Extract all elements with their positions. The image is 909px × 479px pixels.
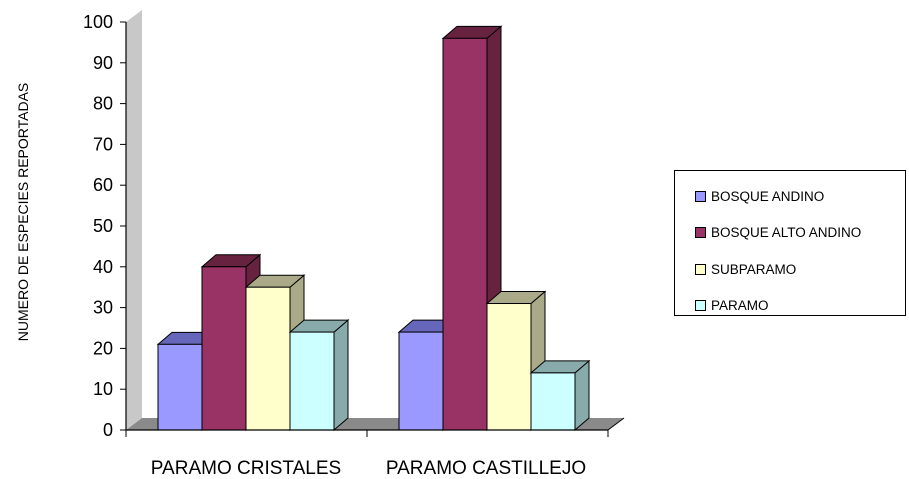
axes-group: 0 10 20 30 40 50 60 70 80 90 100 PARAMO CRISTALES PA… bbox=[83, 12, 609, 479]
legend-swatch bbox=[695, 263, 706, 275]
y-axis-title: NUMERO DE ESPECIES REPORTADAS bbox=[15, 83, 31, 342]
legend: BOSQUE ANDINO BOSQUE ALTO ANDINO SUBPARAMO… bbox=[674, 170, 906, 316]
legend-swatch bbox=[695, 227, 706, 239]
y-tick-label: 80 bbox=[93, 94, 113, 114]
bar-front bbox=[442, 37, 488, 431]
legend-item: SUBPARAMO bbox=[695, 251, 905, 288]
bar-front bbox=[289, 331, 335, 431]
bar-front bbox=[398, 331, 444, 431]
y-tick-label: 20 bbox=[93, 338, 113, 358]
bar-front bbox=[245, 286, 291, 431]
floor-edge bbox=[607, 417, 625, 431]
legend-label: PARAMO bbox=[711, 298, 769, 314]
bar-side bbox=[333, 318, 349, 432]
bar-front bbox=[530, 372, 576, 431]
y-tick-label: 10 bbox=[93, 379, 113, 399]
bar-front bbox=[486, 303, 532, 431]
legend-label: SUBPARAMO bbox=[711, 261, 797, 277]
bar bbox=[288, 318, 350, 432]
y-tick-label: 60 bbox=[93, 175, 113, 195]
legend-item: PARAMO bbox=[695, 288, 905, 325]
bar bbox=[529, 359, 591, 432]
y-tick-label: 40 bbox=[93, 257, 113, 277]
legend-swatch bbox=[695, 190, 706, 202]
side-wall bbox=[126, 10, 142, 430]
bars-group bbox=[156, 25, 591, 432]
y-tick-label: 30 bbox=[93, 298, 113, 318]
y-tick-label: 70 bbox=[93, 134, 113, 154]
y-tick-label: 0 bbox=[103, 420, 113, 440]
legend-item: BOSQUE ALTO ANDINO bbox=[695, 215, 905, 252]
legend-swatch bbox=[695, 300, 706, 312]
category-label: PARAMO CRISTALES bbox=[151, 458, 341, 479]
bar-front bbox=[157, 343, 203, 431]
bar-front bbox=[201, 266, 247, 431]
y-tick-label: 100 bbox=[83, 12, 113, 32]
y-tick-label: 90 bbox=[93, 53, 113, 73]
legend-label: BOSQUE ALTO ANDINO bbox=[711, 225, 862, 241]
legend-label: BOSQUE ANDINO bbox=[711, 188, 825, 204]
y-tick-label: 50 bbox=[93, 216, 113, 236]
category-label: PARAMO CASTILLEJO bbox=[386, 458, 586, 479]
legend-item: BOSQUE ANDINO bbox=[695, 178, 905, 215]
